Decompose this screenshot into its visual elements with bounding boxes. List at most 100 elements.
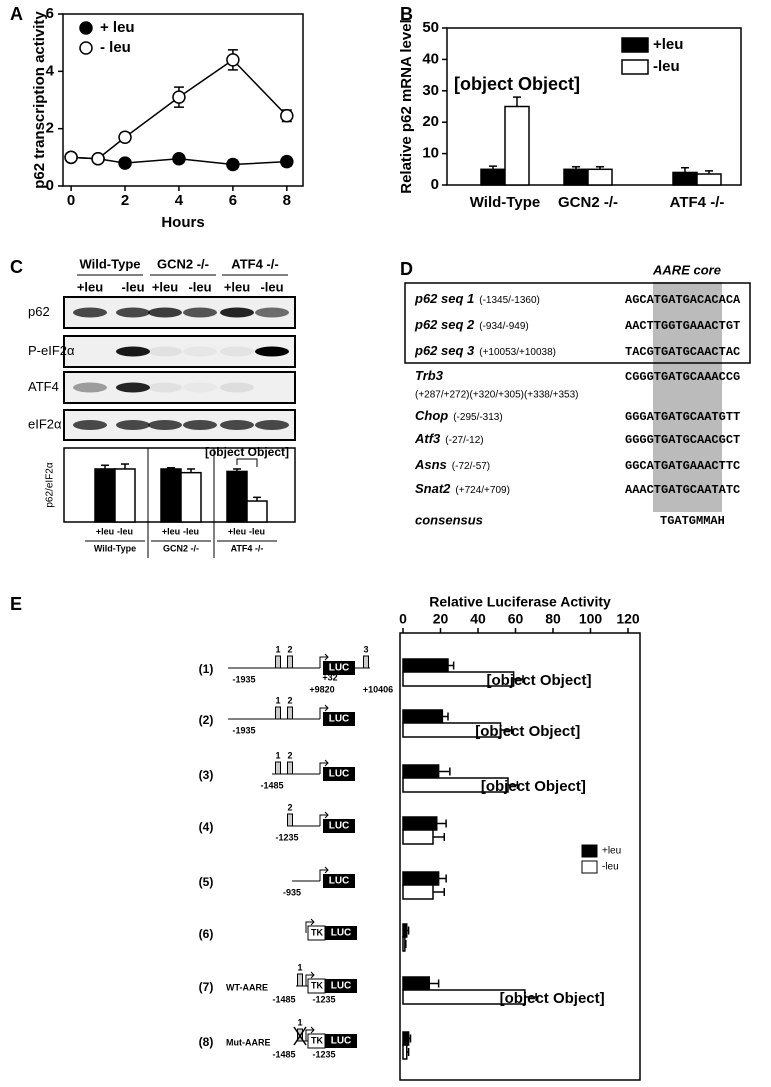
legend-label: -leu [653,58,680,75]
legend-label: +leu [602,846,621,857]
row-label: (7) [199,980,214,994]
legend-label: - leu [100,39,131,56]
construct-label: 2 [287,750,292,760]
marker [172,90,186,104]
construct-label: -1935 [232,674,255,684]
construct-label: +32 [322,672,337,682]
chart-title: Relative Luciferase Activity [429,594,611,610]
group-label: Wild-Type [94,543,136,553]
x-tick-label: Wild-Type [470,194,540,211]
lane-label: +leu [162,526,180,536]
blot-band [220,382,254,393]
sequence-name: Trb3 [415,368,444,383]
y-tick-label: 20 [422,113,439,130]
sequence: GGGGTGATGCAACGCT [625,433,740,447]
lane-label: -leu [260,279,283,294]
coordinates: (-27/-12) [445,435,483,446]
marker [118,156,132,170]
y-axis-label: Relative p62 mRNA level [398,19,415,194]
y-tick-label: 2 [46,120,54,137]
x-tick-label: 120 [616,611,640,627]
row-label: (3) [199,768,214,782]
coordinates: (-295/-313) [453,412,502,423]
x-tick-label: 20 [433,611,449,627]
construct-label: TK [311,980,323,990]
lane-label: +leu [152,279,178,294]
sequence: AACTTGGTGAAACTGT [625,319,740,333]
construct-label: Mut-AARE [226,1037,271,1047]
x-tick-label: 60 [508,611,524,627]
luc-box [323,767,355,781]
legend-swatch [581,844,598,858]
row-label: (5) [199,875,214,889]
mutation-mark [293,1026,307,1046]
group-label: ATF4 -/- [231,256,278,271]
construct-label: LUC [329,663,350,674]
bar [226,470,248,523]
construct-label: 1 [275,695,280,705]
consensus-seq: TGATGMMAH [660,514,725,528]
bar [402,923,408,938]
bar [402,1044,408,1060]
consensus-name: consensus [415,512,483,527]
core-header: AARE core [652,262,721,277]
construct-label: -1485 [272,994,295,1004]
x-tick-label: 80 [545,611,561,627]
construct-label: -1235 [312,1049,335,1059]
aare-site [275,706,281,720]
construct-label: LUC [331,928,352,939]
legend-swatch [581,860,598,874]
luc-box [325,926,357,940]
y-axis-label: p62 transcription activity [31,11,48,189]
x-tick-label: 100 [579,611,603,627]
gene-name: Snat2 [415,481,451,496]
blot-band [116,382,150,393]
sequence: GGCATGATGAAACTTC [625,459,740,473]
group-label: ATF4 -/- [231,543,264,553]
x-tick-label: 6 [229,192,237,209]
promoter-arrow [305,918,315,933]
row-label: (2) [199,713,214,727]
legend-swatch [621,37,649,53]
blot-band [255,346,289,357]
promoter-arrow [319,653,329,668]
x-tick-label: GCN2 -/- [558,194,618,211]
luc-box [323,712,355,726]
construct-label: 1 [297,1017,302,1027]
bar [402,976,430,991]
luc-box [325,1034,357,1048]
sequence-name: Chop (-295/-313) [415,408,503,423]
blot-band [220,346,254,357]
core-highlight [653,282,722,512]
x-tick-label: 2 [121,192,129,209]
construct-label: -1935 [232,725,255,735]
construct-label: 2 [287,644,292,654]
construct-label: -1485 [260,780,283,790]
blot-band [220,307,254,318]
construct-label: LUC [329,714,350,725]
blot-band [183,346,217,357]
aare-site [287,761,293,775]
lane-label: +leu [96,526,114,536]
blot-band [183,307,217,318]
row-label: eIF2α [28,416,62,431]
coordinates: (+724/+709) [455,485,510,496]
sequence-name: Atf3 (-27/-12) [414,431,484,446]
construct-label: LUC [329,876,350,887]
aare-site [287,655,293,669]
marker [91,152,105,166]
bar [402,709,444,724]
aare-site [287,706,293,720]
sequence: GGGATGATGCAATGTT [625,410,740,424]
construct-label: 1 [275,750,280,760]
blot-band [73,382,107,393]
bar [402,658,449,673]
bar [480,168,506,186]
coordinates: (-72/-57) [452,461,490,472]
gene-name: p62 seq 2 [414,317,475,332]
blot-strip [63,371,296,404]
annotation: [object Object] [481,778,586,795]
blot-band [220,420,254,430]
marker [280,109,294,123]
x-tick-label: 0 [67,192,75,209]
